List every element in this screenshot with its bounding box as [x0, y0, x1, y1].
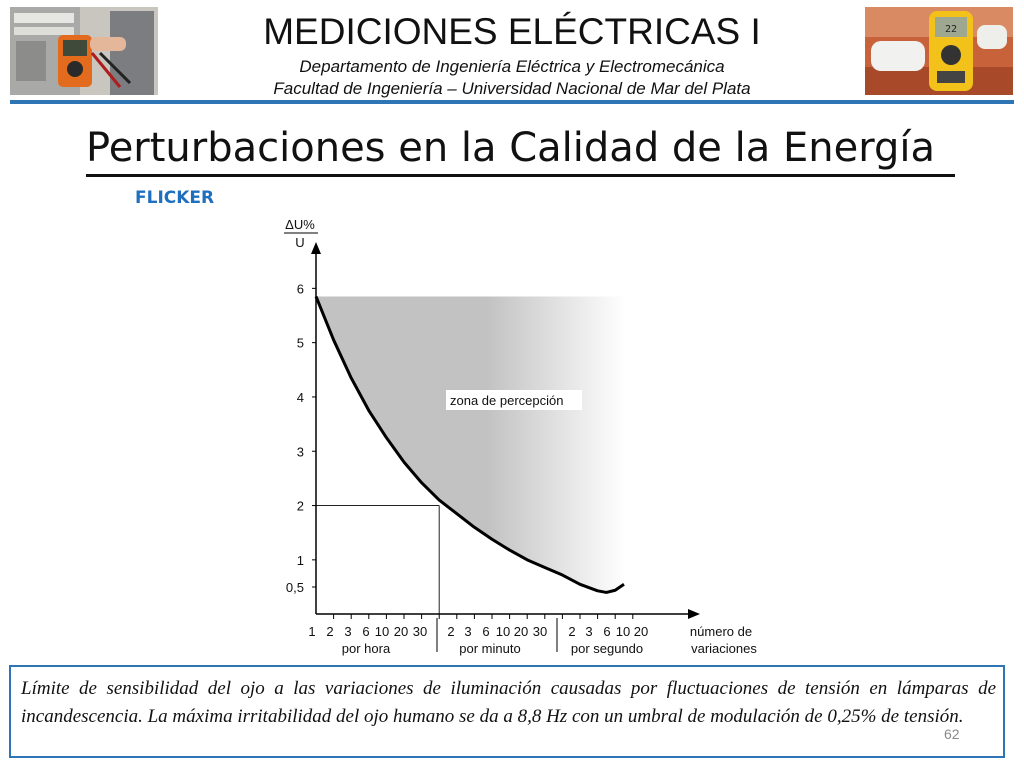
x-tick-label: 3	[464, 624, 471, 639]
faculty-name: Facultad de Ingeniería – Universidad Nac…	[273, 79, 751, 98]
caption-text: Límite de sensibilidad del ojo a las var…	[21, 678, 996, 727]
x-tick-label: 3	[585, 624, 592, 639]
zone-label: zona de percepción	[450, 393, 563, 408]
perception-zone	[316, 296, 626, 593]
header-text: MEDICIONES ELÉCTRICAS I Departamento de …	[170, 8, 854, 100]
multimeter-photo-left	[10, 7, 158, 95]
y-axis-arrow	[311, 242, 321, 254]
x-tick-label: 6	[603, 624, 610, 639]
x-tick-label: 1	[308, 624, 315, 639]
x-tick-label: 30	[533, 624, 547, 639]
y-tick-label: 5	[297, 336, 304, 351]
zone-label-background	[446, 390, 582, 410]
x-tick-label: 2	[568, 624, 575, 639]
y-tick-label: 4	[297, 390, 304, 405]
header-divider	[10, 100, 1014, 104]
x-axis-label-line1: número de	[690, 624, 752, 639]
course-title: MEDICIONES ELÉCTRICAS I	[263, 11, 761, 52]
x-tick-label: 6	[362, 624, 369, 639]
y-tick-label: 3	[297, 444, 304, 459]
y-tick-label: 1	[297, 553, 304, 568]
x-tick-label: 3	[344, 624, 351, 639]
y-tick-label: 2	[297, 499, 304, 514]
x-group-label: por minuto	[459, 641, 520, 656]
caption-box: Límite de sensibilidad del ojo a las var…	[9, 665, 1005, 758]
title-underline	[86, 174, 955, 177]
slide-number: 62	[944, 726, 960, 742]
y-tick-label: 6	[297, 281, 304, 296]
y-tick-label: 0,5	[286, 580, 304, 595]
department-name: Departamento de Ingeniería Eléctrica y E…	[299, 57, 725, 76]
x-tick-label: 2	[447, 624, 454, 639]
x-group-label: por segundo	[571, 641, 643, 656]
x-tick-label: 20	[394, 624, 408, 639]
x-tick-label: 10	[375, 624, 389, 639]
x-tick-label: 6	[482, 624, 489, 639]
x-tick-label: 20	[634, 624, 648, 639]
y-axis-label-bottom: U	[295, 235, 304, 250]
slide-header: MEDICIONES ELÉCTRICAS I Departamento de …	[0, 0, 1024, 112]
x-tick-label: 10	[616, 624, 630, 639]
x-group-label: por hora	[342, 641, 391, 656]
x-tick-label: 10	[496, 624, 510, 639]
svg-text:22: 22	[945, 24, 957, 35]
section-label: FLICKER	[135, 188, 215, 208]
limit-curve	[314, 295, 625, 594]
x-tick-label: 20	[514, 624, 528, 639]
slide-title: Perturbaciones en la Calidad de la Energ…	[86, 125, 935, 171]
x-axis-label-line2: variaciones	[691, 641, 757, 656]
multimeter-photo-right: 22	[865, 7, 1013, 95]
x-tick-label: 2	[326, 624, 333, 639]
x-axis-arrow	[688, 609, 700, 619]
x-tick-label: 30	[413, 624, 427, 639]
y-axis-label-top: ΔU%	[285, 217, 315, 232]
